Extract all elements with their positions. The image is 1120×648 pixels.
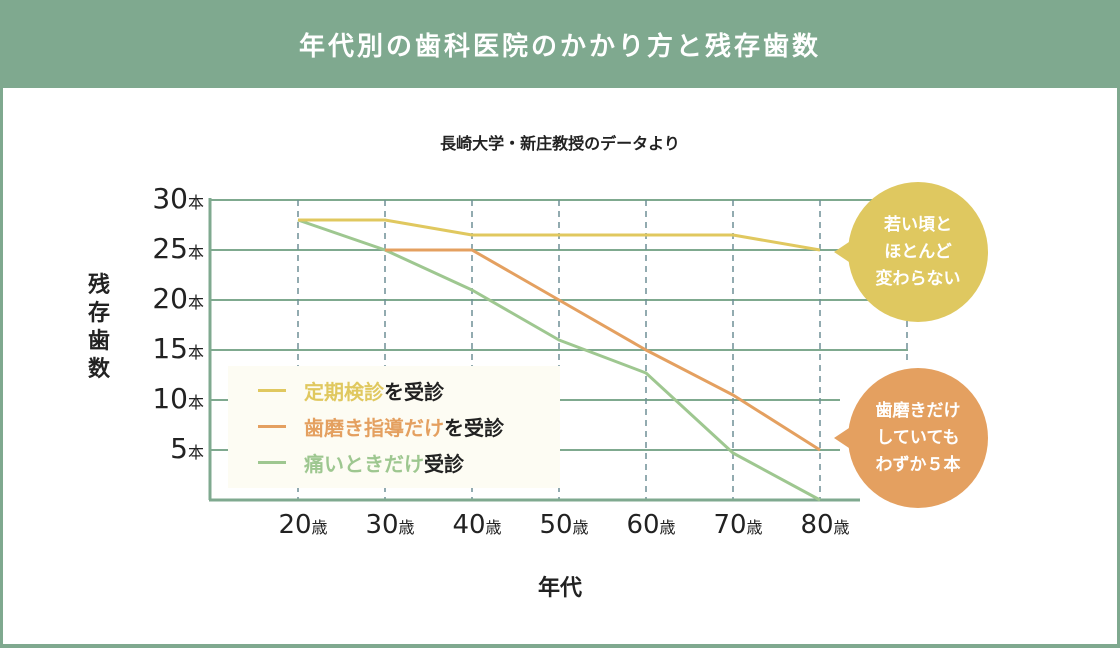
y-tick-label: 30本 [152, 182, 204, 215]
y-tick-label: 5本 [170, 432, 204, 465]
y-tick-label: 15本 [152, 332, 204, 365]
chart-card [3, 88, 1117, 644]
annotation-bubble-brushing-only: 歯磨きだけ していても わずか５本 [834, 368, 988, 508]
series-line [385, 248, 821, 452]
legend-item: 歯磨き指導だけ を受診 [258, 408, 560, 444]
y-tick-label: 10本 [152, 382, 204, 415]
annotation-bubble-regular-checkup: 若い頃と ほとんど 変わらない [834, 182, 988, 322]
x-tick-label: 30歳 [365, 510, 415, 540]
x-tick-label: 70歳 [713, 510, 763, 540]
legend-item: 定期検診 を受診 [258, 372, 560, 408]
title-banner: 年代別の歯科医院のかかり方と残存歯数 [0, 0, 1120, 88]
legend-swatch [258, 460, 286, 464]
x-tick-label: 20歳 [278, 510, 328, 540]
chart-title: 年代別の歯科医院のかかり方と残存歯数 [298, 31, 821, 62]
x-tick-label: 60歳 [626, 510, 676, 540]
y-axis-label: 残存歯数 [87, 273, 110, 382]
legend-swatch [258, 424, 286, 428]
y-tick-label: 20本 [152, 282, 204, 315]
legend: 定期検診 を受診 歯磨き指導だけ を受診 痛いときだけ 受診 [228, 366, 560, 488]
x-tick-label: 50歳 [539, 510, 589, 540]
x-tick-label: 40歳 [452, 510, 502, 540]
chart-subtitle: 長崎大学・新庄教授のデータより [440, 134, 680, 153]
y-tick-label: 25本 [152, 232, 204, 265]
x-tick-label: 80歳 [800, 510, 850, 540]
series-line [298, 218, 821, 252]
legend-item: 痛いときだけ 受診 [258, 444, 560, 480]
x-axis-label: 年代 [537, 576, 582, 601]
legend-swatch [258, 388, 286, 392]
